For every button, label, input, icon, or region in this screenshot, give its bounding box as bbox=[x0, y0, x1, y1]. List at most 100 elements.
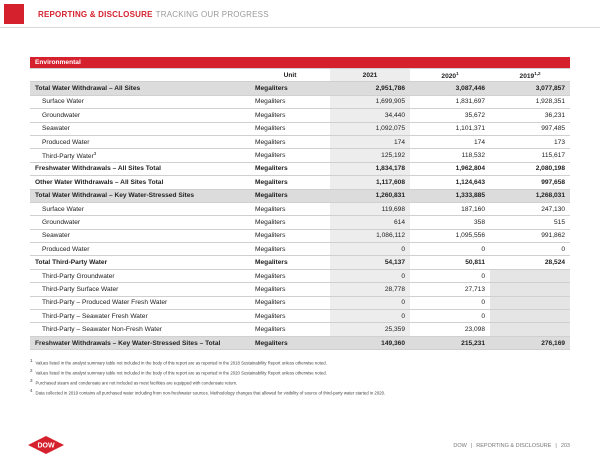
label-text: Third-Party – Seawater Non-Fresh Water bbox=[42, 326, 162, 334]
footnote-mark: 4 bbox=[30, 387, 33, 393]
footnote: 3 Purchased steam and condensate are not … bbox=[30, 377, 385, 387]
label-text: Total Water Withdrawal – All Sites bbox=[35, 85, 141, 93]
row-label: Groundwater bbox=[30, 215, 250, 230]
header-sup: 1,2 bbox=[534, 70, 541, 76]
row-label: Total Water Withdrawal – All Sites bbox=[30, 81, 250, 96]
data-row: Freshwater Withdrawals – All Sites Total… bbox=[30, 162, 571, 177]
value-cell: 0 bbox=[410, 309, 490, 324]
header-cell: 20201 bbox=[410, 68, 490, 83]
label-text: Third-Party Surface Water bbox=[42, 285, 119, 293]
empty-cell bbox=[490, 296, 571, 311]
row-label: Seawater bbox=[30, 122, 250, 136]
value-cell: 276,169 bbox=[490, 336, 571, 351]
value-cell: 997,658 bbox=[490, 175, 571, 190]
label-text: Third-Party Water bbox=[42, 153, 94, 161]
row-label: Freshwater Withdrawals – All Sites Total bbox=[30, 162, 250, 177]
empty-cell bbox=[490, 269, 571, 284]
data-row: Third-Party Water3 Megaliters 125,192 118,5… bbox=[30, 148, 571, 163]
value-cell: 28,524 bbox=[490, 255, 571, 270]
row-label: Other Water Withdrawals – All Sites Tota… bbox=[30, 175, 250, 190]
data-row: Third-Party – Seawater Fresh Water Megali… bbox=[30, 309, 571, 324]
value-cell: 614 bbox=[330, 215, 410, 230]
value-cell: 0 bbox=[410, 296, 490, 311]
unit-cell: Megaliters bbox=[250, 282, 330, 297]
data-table: Environmental Unit 2021 20201 20191,2 Total W… bbox=[30, 57, 571, 351]
value-cell: 1,268,031 bbox=[490, 189, 571, 203]
value-cell: 173 bbox=[490, 135, 571, 150]
header-row: Unit 2021 20201 20191,2 bbox=[30, 68, 571, 83]
data-row: Groundwater Megaliters 34,440 35,672 36,231 bbox=[30, 108, 571, 123]
value-cell: 0 bbox=[330, 269, 410, 284]
value-cell: 54,137 bbox=[330, 255, 410, 270]
value-cell: 997,485 bbox=[490, 122, 571, 136]
value-cell: 50,811 bbox=[410, 255, 490, 270]
label-text: Third-Party Groundwater bbox=[42, 272, 115, 280]
label-text: Third-Party – Produced Water Fresh Water bbox=[42, 299, 168, 307]
value-cell: 174 bbox=[330, 135, 410, 150]
data-row: Total Third-Party Water Megaliters 54,137 5… bbox=[30, 255, 571, 270]
value-cell: 28,778 bbox=[330, 282, 410, 297]
data-row: Third-Party – Seawater Non-Fresh Water Me… bbox=[30, 322, 571, 337]
value-cell: 1,117,608 bbox=[330, 175, 410, 190]
value-cell: 35,672 bbox=[410, 108, 490, 123]
label-text: Total Water Withdrawal – Key Water-Stres… bbox=[35, 192, 195, 200]
page-number: 203 bbox=[560, 443, 570, 449]
value-cell: 215,231 bbox=[410, 336, 490, 351]
row-label: Third-Party – Produced Water Fresh Water bbox=[30, 296, 250, 311]
unit-cell: Megaliters bbox=[250, 336, 330, 351]
row-label: Third-Party Water3 bbox=[30, 148, 250, 163]
data-row: Seawater Megaliters 1,086,112 1,095,556 991,… bbox=[30, 229, 571, 244]
footnote-text: Data collected in 2019 contains all purc… bbox=[35, 390, 386, 396]
unit-cell: Megaliters bbox=[250, 81, 330, 96]
label-text: Third-Party – Seawater Fresh Water bbox=[42, 312, 148, 320]
value-cell: 0 bbox=[330, 296, 410, 311]
unit-cell: Megaliters bbox=[250, 269, 330, 284]
unit-cell: Megaliters bbox=[250, 296, 330, 311]
section: REPORTING & DISCLOSURE bbox=[38, 10, 153, 19]
row-label: Third-Party – Seawater Fresh Water bbox=[30, 309, 250, 324]
value-cell: 1,124,643 bbox=[410, 175, 490, 190]
unit-cell: Megaliters bbox=[250, 162, 330, 177]
label-sup: 3 bbox=[93, 150, 97, 156]
label-text: Groundwater bbox=[42, 218, 81, 226]
unit-cell: Megaliters bbox=[250, 175, 330, 190]
row-label: Produced Water bbox=[30, 135, 250, 150]
report-icon bbox=[4, 4, 24, 24]
value-cell: 0 bbox=[410, 269, 490, 284]
label-text: Produced Water bbox=[42, 138, 90, 146]
label-text: Freshwater Withdrawals – Key Water-Stres… bbox=[35, 339, 221, 347]
header-text: 2021 bbox=[362, 71, 378, 79]
label-text: Produced Water bbox=[42, 245, 90, 253]
row-label: Total Third-Party Water bbox=[30, 255, 250, 270]
footer: DOW | REPORTING & DISCLOSURE | 203 bbox=[453, 443, 570, 449]
value-cell: 991,862 bbox=[490, 229, 571, 244]
label-text: Seawater bbox=[42, 232, 70, 240]
value-cell: 115,617 bbox=[490, 148, 571, 163]
unit-cell: Megaliters bbox=[250, 255, 330, 270]
dow-logo: DOW bbox=[28, 436, 64, 454]
data-row: Third-Party Groundwater Megaliters 0 0 bbox=[30, 269, 571, 284]
header-text: 2020 bbox=[441, 72, 457, 80]
data-row: Third-Party – Produced Water Fresh Water… bbox=[30, 296, 571, 311]
value-cell: 0 bbox=[330, 309, 410, 324]
value-cell: 1,260,831 bbox=[330, 189, 410, 203]
value-cell: 119,698 bbox=[330, 202, 410, 217]
data-row: Seawater Megaliters 1,092,075 1,101,371 997,… bbox=[30, 122, 571, 136]
data-row: Groundwater Megaliters 614 358 515 bbox=[30, 215, 571, 230]
title-row: Environmental bbox=[30, 57, 571, 69]
row-label: Third-Party Groundwater bbox=[30, 269, 250, 284]
header-cell: 20191,2 bbox=[490, 68, 571, 83]
empty-cell bbox=[490, 309, 571, 324]
value-cell: 3,087,446 bbox=[410, 81, 490, 96]
brand: DOW bbox=[453, 443, 467, 449]
value-cell: 25,359 bbox=[330, 322, 410, 337]
label-text: Other Water Withdrawals – All Sites Tota… bbox=[35, 178, 164, 186]
value-cell: 3,077,857 bbox=[490, 81, 571, 96]
header-text: Unit bbox=[283, 71, 297, 79]
empty-cell bbox=[490, 322, 571, 337]
subtitle: TRACKING OUR PROGRESS bbox=[155, 10, 269, 19]
header-text: 2019 bbox=[519, 72, 535, 80]
value-cell: 34,440 bbox=[330, 108, 410, 123]
label-text: Seawater bbox=[42, 125, 70, 133]
value-cell: 0 bbox=[490, 242, 571, 257]
